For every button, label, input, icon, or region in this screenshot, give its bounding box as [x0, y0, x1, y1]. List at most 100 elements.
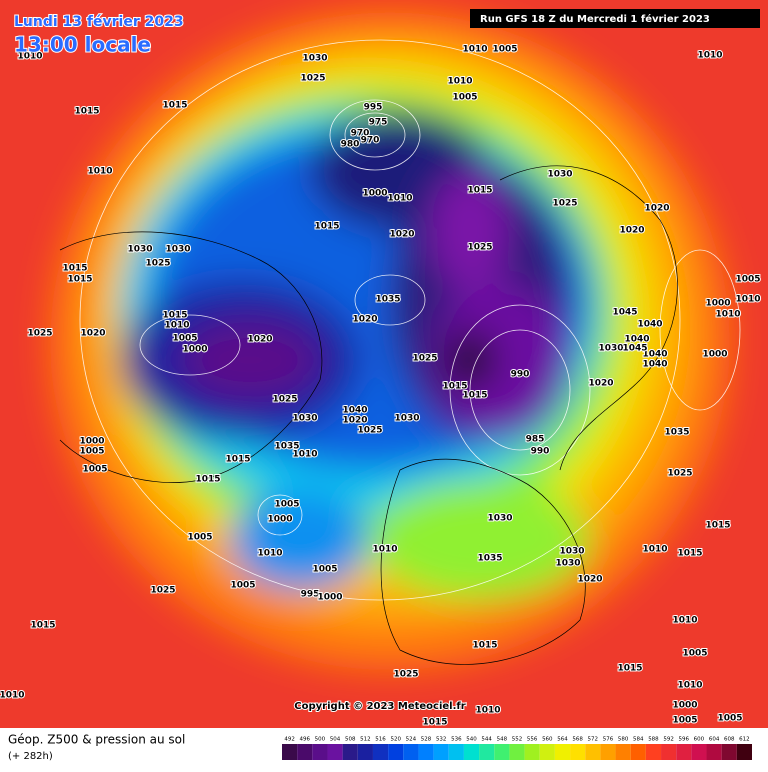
isobar-label: 1015 — [705, 521, 730, 531]
isobar-label: 1025 — [145, 259, 170, 269]
isobar-label: 1045 — [612, 308, 637, 318]
scale-swatch — [554, 744, 571, 760]
isobar-label: 1000 — [362, 189, 387, 199]
isobar-label: 1020 — [389, 230, 414, 240]
isobar-label: 1025 — [272, 395, 297, 405]
isobar-label: 1010 — [735, 295, 760, 305]
isobar-label: 1040 — [642, 360, 667, 370]
scale-swatch — [615, 744, 631, 760]
isobar-label: 1030 — [127, 245, 152, 255]
scale-label: 548 — [497, 737, 508, 743]
color-scale: 492 496 500 504 508 512 516 520 524 528 532 536 540 5… — [282, 737, 752, 760]
scale-swatch — [297, 744, 313, 760]
isobar-label: 1015 — [195, 475, 220, 485]
isobar-label: 1015 — [30, 621, 55, 631]
isobar-label: 1010 — [257, 549, 282, 559]
isobars — [79, 39, 741, 601]
isobar-label: 1030 — [292, 414, 317, 424]
isobar-label: 1005 — [230, 581, 255, 591]
isobar — [139, 314, 241, 376]
scale-swatch — [691, 744, 707, 760]
isobar-label: 1010 — [17, 52, 42, 62]
isobar-label: 1015 — [442, 382, 467, 392]
isobar-label: 1010 — [372, 545, 397, 555]
isobar-label: 1040 — [637, 320, 662, 330]
time: 13:00 locale — [14, 33, 151, 57]
scale-label: 508 — [345, 737, 356, 743]
scale-label: 516 — [375, 737, 386, 743]
isobar-label: 1015 — [617, 664, 642, 674]
scale-label: 580 — [618, 737, 629, 743]
isobar-label: 1015 — [467, 186, 492, 196]
isobar-label: 1020 — [588, 379, 613, 389]
isobar-label: 1015 — [162, 311, 187, 321]
isobar-label: 1000 — [702, 350, 727, 360]
scale-swatch — [479, 744, 495, 760]
isobar-label: 1015 — [472, 641, 497, 651]
scale-label: 520 — [390, 737, 401, 743]
geopotential-field — [50, 10, 730, 670]
run-box — [470, 9, 760, 28]
scale-label: 612 — [739, 737, 750, 743]
isobar-label: 1010 — [292, 450, 317, 460]
isobar-label: 1025 — [667, 469, 692, 479]
scale-label: 576 — [603, 737, 614, 743]
isobar-label: 1000 — [672, 701, 697, 711]
isobar-label: 1045 — [622, 344, 647, 354]
scale-swatch — [327, 744, 343, 760]
scale-label: 584 — [633, 737, 644, 743]
scale-label: 588 — [648, 737, 659, 743]
scale-swatch — [494, 744, 510, 760]
isobar-label: 1030 — [598, 344, 623, 354]
coastline — [59, 231, 323, 483]
band — [445, 330, 495, 390]
isobar-label: 1000 — [182, 345, 207, 355]
isobar-label: 1005 — [735, 275, 760, 285]
scale-swatch — [676, 744, 692, 760]
scale-label: 568 — [572, 737, 583, 743]
isobar-label: 1020 — [80, 329, 105, 339]
isobar-label: 1005 — [717, 714, 742, 724]
isobar-label: 1035 — [274, 442, 299, 452]
isobar-label: 1015 — [314, 222, 339, 232]
isobar-label: 1030 — [394, 414, 419, 424]
isobar-label: 1010 — [475, 706, 500, 716]
isobar-label: 1020 — [352, 315, 377, 325]
scale-label: 572 — [588, 737, 599, 743]
isobar-label: 1020 — [644, 204, 669, 214]
isobar — [659, 249, 741, 411]
map: 1010 1030 1010 1005 1010 1025 1010 1005 1015 1015… — [0, 0, 768, 728]
isobar-label: 1030 — [487, 514, 512, 524]
scale-swatch — [736, 744, 752, 760]
scale-label: 592 — [663, 737, 674, 743]
scale-label: 564 — [557, 737, 568, 743]
isobar-label: 1010 — [387, 194, 412, 204]
scale-swatch — [282, 744, 298, 760]
isobar-label: 1015 — [422, 718, 447, 728]
isobar-label: 1020 — [342, 416, 367, 426]
isobar-label: 970 — [361, 136, 380, 146]
scale-label: 544 — [481, 737, 492, 743]
isobar-label: 1005 — [452, 93, 477, 103]
scale-label: 596 — [679, 737, 690, 743]
isobar-label: 1015 — [677, 549, 702, 559]
scale-swatch — [570, 744, 586, 760]
isobar-label: 1010 — [697, 51, 722, 61]
isobar-label: 1010 — [642, 545, 667, 555]
isobar — [449, 304, 591, 476]
scale-swatch — [509, 744, 525, 760]
isobar-label: 1015 — [62, 264, 87, 274]
isobar-label: 1010 — [164, 321, 189, 331]
scale-swatch — [448, 744, 464, 760]
isobar-label: 1035 — [664, 428, 689, 438]
scale-label: 556 — [527, 737, 538, 743]
isobar-label: 1010 — [715, 310, 740, 320]
isobar-label: 1030 — [302, 54, 327, 64]
band — [430, 170, 510, 290]
footer-lead: (+ 282h) — [8, 751, 53, 762]
isobar-label: 1030 — [165, 245, 190, 255]
scale-swatch — [403, 744, 419, 760]
scale-label: 600 — [694, 737, 705, 743]
isobar-label: 1025 — [393, 670, 418, 680]
